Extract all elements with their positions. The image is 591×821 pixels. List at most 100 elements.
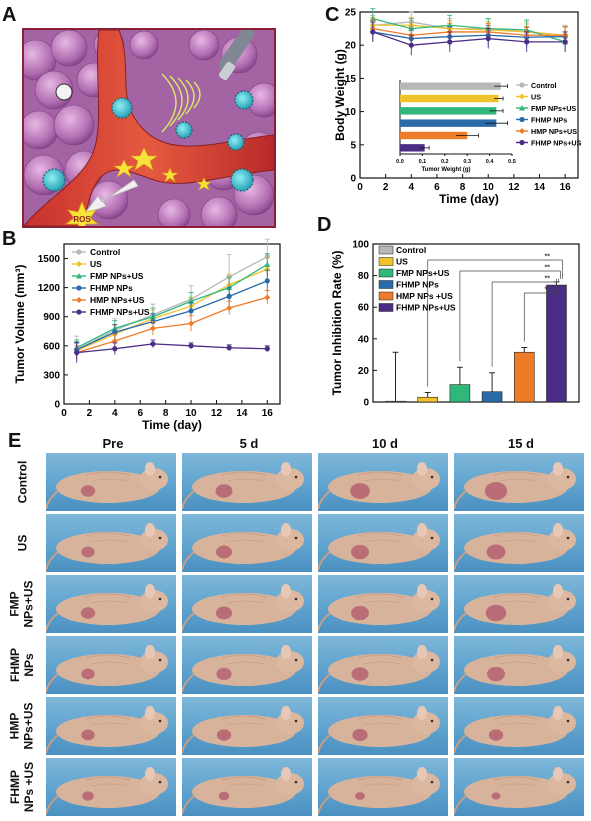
mouse-ear (553, 523, 563, 537)
legend-label: Control (396, 245, 426, 255)
skin-fold (91, 539, 129, 543)
mouse-photo (182, 697, 312, 755)
legend-label: HMP NPs+US (531, 127, 577, 136)
mouse-tail (318, 734, 331, 754)
plot-frame (372, 243, 580, 403)
mouse-ear (417, 462, 427, 476)
mouse-body (192, 654, 296, 686)
series-line (73, 290, 271, 360)
skin-fold (499, 783, 537, 787)
mouse-photo (46, 697, 176, 755)
significance-label: ** (544, 287, 550, 294)
mouse-ear (145, 645, 155, 659)
skin-fold (357, 471, 403, 476)
skin-fold (221, 471, 267, 476)
significance-label: ** (544, 254, 550, 261)
series-path (76, 343, 268, 354)
mouse-tail (318, 551, 331, 571)
mouse-photo (318, 697, 448, 755)
row-label: FHMP NPs (2, 636, 42, 694)
mouse-body (56, 532, 160, 564)
legend-label: FMP NPs+US (90, 271, 144, 281)
tumor-inhibition-chart: 0 20 40 60 80 100 Tumor Inhibition Rate (%) Con… (330, 240, 580, 409)
inset-x-tick-label: 0.0 (396, 159, 404, 165)
row-label-line: NPs+US (22, 580, 36, 628)
mouse-photo (182, 575, 312, 633)
legend-label: FMP NPs+US (396, 268, 450, 278)
y-axis-label: Tumor Inhibition Rate (%) (330, 250, 344, 395)
tumor (215, 484, 233, 498)
tumor (484, 482, 508, 500)
legend-label: US (396, 257, 408, 267)
legend-label: FHMP NPs (531, 116, 567, 125)
plot-frame (63, 243, 281, 405)
skin-fold (357, 715, 403, 720)
skin-fold (91, 783, 129, 787)
column-header-pre: Pre (102, 436, 124, 451)
series-line (74, 269, 270, 358)
data-point (264, 261, 271, 267)
mouse-ear (417, 706, 427, 720)
ros-bursts (113, 147, 212, 191)
body-weight-chart: 0 2 4 6 8 10 12 14 16 0 5 10 15 20 25 Time (day) Body We… (333, 8, 582, 207)
mouse-photo (46, 575, 176, 633)
data-point (150, 341, 156, 347)
tumor (80, 485, 96, 497)
data-point (226, 293, 232, 299)
skin-fold (357, 776, 403, 781)
row-label-line: FHMP (8, 648, 22, 682)
inset-bar (400, 94, 499, 103)
mouse-body (328, 776, 432, 808)
mouse-eye (430, 597, 434, 601)
row-label: Control (2, 453, 42, 511)
mouse-tail (182, 551, 195, 571)
y-axis-label: Tumor Volume (mm³) (13, 265, 27, 384)
mouse-tail (318, 673, 331, 693)
panel-label-d: D (317, 214, 332, 236)
mouse-ear (145, 767, 155, 781)
significance-label: ** (544, 276, 550, 283)
mouse-tail (454, 612, 467, 632)
skin-fold (499, 539, 537, 543)
tumor (485, 604, 507, 622)
skin-fold (227, 661, 265, 665)
tumor (351, 605, 369, 621)
data-point (485, 35, 491, 42)
mouse-eye (158, 597, 162, 601)
mouse-eye (294, 719, 298, 723)
skin-fold (357, 593, 403, 598)
mouse-body (56, 593, 160, 625)
tumor-volume-chart: 0 2 4 6 8 10 12 14 16 0 300 600 900 1200 1500 Time (day… (13, 238, 281, 432)
x-tick-label: 16 (560, 182, 572, 193)
skin-fold (91, 600, 129, 604)
inset-bar (400, 131, 468, 140)
inset-x-tick-label: 0.1 (419, 159, 427, 165)
mouse-eye (294, 658, 298, 662)
series-path (372, 31, 566, 40)
skin-fold (499, 600, 537, 604)
skin-fold (499, 478, 537, 482)
tumor (81, 546, 95, 558)
x-axis-label: Time (day) (439, 192, 499, 206)
y-tick-label: 0 (350, 174, 356, 185)
ros-label: ROS (73, 215, 91, 224)
row-label-line: Control (15, 460, 29, 504)
mouse-tail (454, 734, 467, 754)
legend-label: FHMP NPs+US (531, 139, 582, 148)
legend-swatch (378, 280, 394, 289)
skin-fold (357, 532, 403, 537)
panel-label-c: C (325, 4, 340, 26)
mouse-eye (566, 475, 570, 479)
y-tick-label: 40 (358, 334, 370, 345)
blood-vessel (24, 30, 274, 226)
row-label-line: NPs +US (22, 761, 37, 813)
ros-burst-large (64, 200, 100, 226)
data-point (188, 320, 195, 327)
skin-fold (221, 593, 267, 598)
inset-x-axis-label: Tumor Weight (g) (421, 167, 470, 173)
data-point (519, 128, 525, 134)
data-point (447, 39, 453, 45)
skin-fold (493, 715, 539, 720)
mouse-ear (417, 645, 427, 659)
mouse-ear (145, 706, 155, 720)
